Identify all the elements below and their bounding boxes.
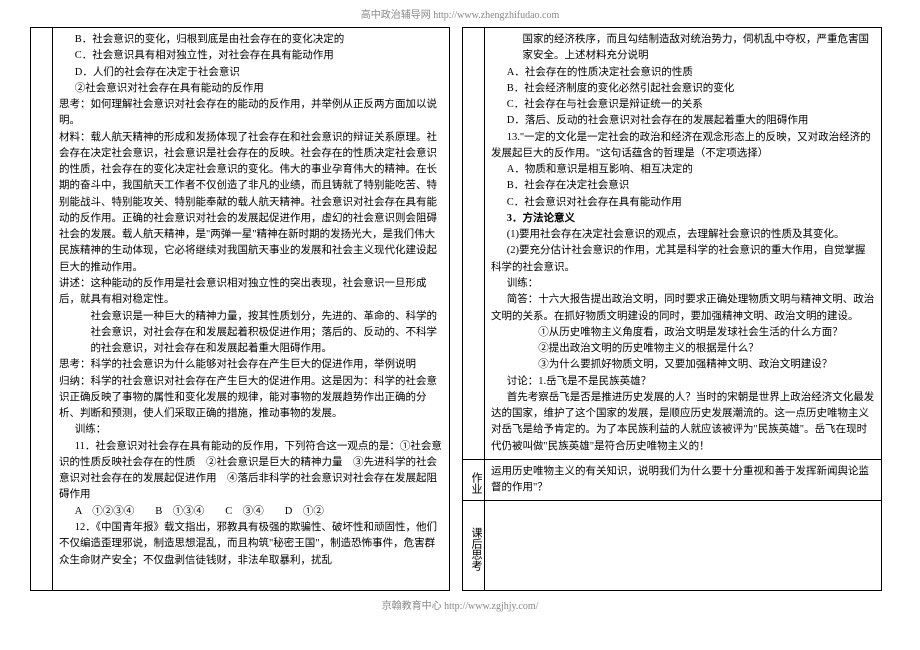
text-line: C．社会存在与社会意识是辩证统一的关系	[491, 97, 875, 113]
text-line: 思考：如何理解社会意识对社会存在的能动的反作用，并举例从正反两方面加以说明。	[59, 97, 443, 130]
page-footer: 京翰教育中心 http://www.zgjhjy.com/	[0, 591, 920, 618]
text-line: A．社会存在的性质决定社会意识的性质	[491, 65, 875, 81]
text-line: D．落后、反动的社会意识对社会存在的发展起着重大的阻碍作用	[491, 113, 875, 129]
text-line: ③为什么要抓好物质文明，又要加强精神文明、政治文明建设？	[491, 357, 875, 373]
page-columns: B．社会意识的变化，归根到底是由社会存在的变化决定的C．社会意识具有相对独立性，…	[0, 27, 920, 591]
text-line: B．社会存在决定社会意识	[491, 178, 875, 194]
text-line: 11．社会意识对社会存在具有能动的反作用，下列符合这一观点的是：①社会意识的性质…	[59, 439, 443, 504]
text-line: 讲述：这种能动的反作用是社会意识相对独立性的突出表现，社会意识一旦形成后，就具有…	[59, 276, 443, 309]
after-class-content	[485, 501, 881, 590]
right-column: 国家的经济秩序，而且勾结制造敌对统治势力，伺机乱中夺权，严重危害国家安全。上述材…	[462, 27, 882, 591]
text-line: 训练：	[59, 422, 443, 438]
text-line: 材料：载人航天精神的形成和发扬体现了社会存在和社会意识的辩证关系原理。社会存在决…	[59, 130, 443, 276]
text-line: ②提出政治文明的历史唯物主义的根据是什么？	[491, 341, 875, 357]
text-line: A．物质和意识是相互影响、相互决定的	[491, 162, 875, 178]
text-line: ①从历史唯物主义角度看，政治文明是发球社会生活的什么方面？	[491, 325, 875, 341]
page-header: 高中政治辅导网 http://www.zhengzhifudao.com	[0, 0, 920, 27]
text-line: B．社会意识的变化，归根到底是由社会存在的变化决定的	[59, 32, 443, 48]
text-line: 社会意识是一种巨大的精神力量，按其性质划分，先进的、革命的、科学的社会意识，对社…	[59, 309, 443, 358]
homework-content: 运用历史唯物主义的有关知识，说明我们为什么要十分重视和善于发挥新闻舆论监督的作用…	[485, 460, 881, 501]
text-line: C．社会意识具有相对独立性，对社会存在具有能动作用	[59, 48, 443, 64]
text-line: (1)要用社会存在决定社会意识的观点，去理解社会意识的性质及其变化。	[491, 227, 875, 243]
after-class-label: 课后思考	[463, 501, 485, 590]
text-line: 讨论：1.岳飞是不是民族英雄？	[491, 374, 875, 390]
right-main-content: 国家的经济秩序，而且勾结制造敌对统治势力，伺机乱中夺权，严重危害国家安全。上述材…	[485, 28, 881, 459]
text-line: 简答：十六大报告提出政治文明，同时要求正确处理物质文明与精神文明、政治文明的关系…	[491, 292, 875, 325]
text-line: ②社会意识对社会存在具有能动的反作用	[59, 81, 443, 97]
text-line: 归纳：科学的社会意识对社会存在产生巨大的促进作用。这是因为：科学的社会意识正确反…	[59, 374, 443, 423]
text-line: A ①②③④ B ①③④ C ③④ D ①②	[59, 504, 443, 520]
text-line: B．社会经济制度的变化必然引起社会意识的变化	[491, 81, 875, 97]
text-line: C．社会意识对社会存在具有能动作用	[491, 195, 875, 211]
text-line: 13."一定的文化是一定社会的政治和经济在观念形态上的反映，又对政治经济的发展起…	[491, 130, 875, 163]
right-side-tab-main	[463, 28, 485, 459]
text-line: 3．方法论意义	[491, 211, 875, 227]
text-line: 国家的经济秩序，而且勾结制造敌对统治势力，伺机乱中夺权，严重危害国家安全。上述材…	[491, 32, 875, 65]
text-line: 训练：	[491, 276, 875, 292]
left-content: B．社会意识的变化，归根到底是由社会存在的变化决定的C．社会意识具有相对独立性，…	[53, 28, 449, 590]
text-line: 12．《中国青年报》载文指出，邪教具有极强的欺骗性、破坏性和顽固性，他们不仅编造…	[59, 520, 443, 569]
text-line: D．人们的社会存在决定于社会意识	[59, 65, 443, 81]
text-line: 思考：科学的社会意识为什么能够对社会存在产生巨大的促进作用，举例说明	[59, 357, 443, 373]
left-side-tab	[31, 28, 53, 590]
left-column: B．社会意识的变化，归根到底是由社会存在的变化决定的C．社会意识具有相对独立性，…	[30, 27, 450, 591]
text-line: 首先考察岳飞是否是推进历史发展的人？当时的宋朝是世界上政治经济文化最发达的国家，…	[491, 390, 875, 455]
homework-label: 作业	[463, 460, 485, 501]
text-line: (2)要充分估计社会意识的作用，尤其是科学的社会意识的重大作用，自觉掌握科学的社…	[491, 243, 875, 276]
